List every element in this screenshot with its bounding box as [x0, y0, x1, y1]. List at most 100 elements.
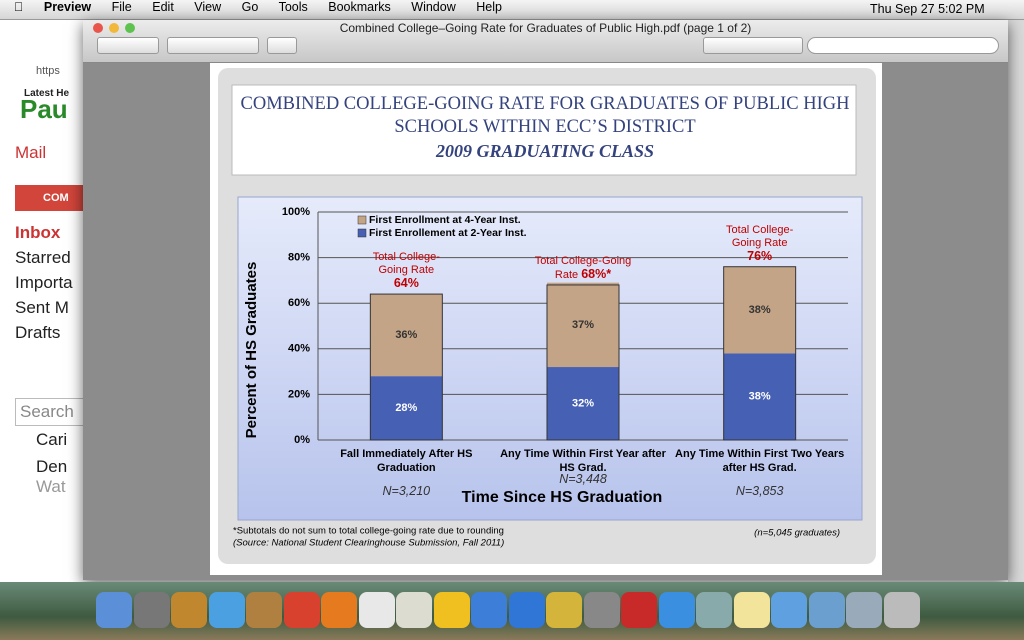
- dock-icon: [658, 592, 695, 628]
- dock-icon: [283, 592, 320, 628]
- menu-item[interactable]: Go: [228, 0, 259, 14]
- title-box: [231, 84, 857, 176]
- dock-icon: [96, 592, 132, 628]
- footnote: *Subtotals do not sum to total college-g…: [233, 526, 504, 537]
- browser: https Latest He Pau Mail COM Inbox Starr…: [0, 20, 95, 582]
- apple-menu[interactable]: : [14, 0, 23, 14]
- tool-controls[interactable]: [167, 37, 259, 54]
- y-tick-label: 0%: [294, 434, 310, 446]
- x-axis-title: Time Since HS Graduation: [462, 489, 663, 506]
- zoom-button[interactable]: [125, 23, 135, 33]
- menu-item[interactable]: Tools: [265, 0, 308, 14]
- folder[interactable]: Starred: [15, 248, 71, 267]
- value-label: 38%: [749, 304, 771, 316]
- search-field[interactable]: [807, 37, 999, 54]
- y-tick-label: 40%: [288, 343, 310, 355]
- folder[interactable]: Importa: [15, 273, 73, 292]
- folder[interactable]: Drafts: [15, 323, 61, 342]
- legend-entry: First Enrollement at 2-Year Inst.: [369, 227, 527, 239]
- dock-icon: [846, 592, 882, 628]
- menu-item[interactable]: View: [181, 0, 221, 14]
- dock-icon: [471, 592, 507, 628]
- dock-icon: [321, 592, 357, 628]
- total-outline: [369, 293, 443, 441]
- total-label: 68%*: [581, 266, 612, 281]
- legend-swatch: [357, 228, 367, 238]
- scrollbar: [1008, 20, 1024, 582]
- total-annotation: Total College-Going Rate 64%: [366, 251, 446, 291]
- contact[interactable]: Wat: [36, 477, 66, 496]
- folder[interactable]: Inbox: [15, 223, 61, 242]
- y-tick-label: 80%: [288, 252, 310, 264]
- contact[interactable]: Den: [36, 457, 68, 476]
- legend-entry: First Enrollment at 4-Year Inst.: [369, 214, 521, 226]
- mail-menu[interactable]: Mail: [15, 143, 47, 162]
- address: https: [36, 65, 60, 77]
- sample-size: N=3,210: [382, 484, 431, 498]
- bar-segment: [370, 294, 443, 377]
- chart-title: COMBINED COLLEGE-GOING RATE FOR GRADUATE…: [240, 94, 850, 137]
- dock-icon: [621, 592, 657, 628]
- zoom-controls[interactable]: [97, 37, 159, 54]
- total-caption: Total College-Going Rate: [534, 254, 632, 281]
- toolbar: Combined College–Going Rate for Graduate…: [83, 20, 1008, 63]
- dock-icon: [358, 592, 395, 628]
- dock-icon: [133, 592, 170, 628]
- dock-icon: [546, 592, 582, 628]
- total-outline: [546, 284, 620, 441]
- app-menu[interactable]: Preview: [31, 0, 91, 14]
- menu-item[interactable]: Window: [398, 0, 455, 14]
- x-tick-label: Any Time Within First Year after HS Grad…: [500, 448, 666, 474]
- value-label: 28%: [395, 402, 417, 414]
- value-label: 37%: [572, 319, 594, 331]
- menu-item[interactable]: Help: [463, 0, 502, 14]
- dock-icon: [246, 592, 282, 628]
- x-tick-label: Any Time Within First Two Years after HS…: [675, 448, 845, 474]
- footnote: (Source: National Student Clearinghouse …: [233, 538, 504, 549]
- y-tick-label: 60%: [288, 297, 310, 309]
- folder[interactable]: Sent M: [15, 298, 69, 317]
- menu-bar:  Preview File Edit View Go Tools Bookma…: [0, 0, 1024, 20]
- total-caption: Total College-Going Rate: [372, 251, 440, 277]
- sample-size: N=3,448: [559, 472, 607, 486]
- total-annotation: Total College-Going Rate 76%: [720, 224, 800, 264]
- value-label: 32%: [572, 397, 594, 409]
- dock-icon: [171, 592, 207, 628]
- bar-segment: [370, 376, 443, 440]
- total-outline: [723, 266, 797, 441]
- dock-icon: [508, 592, 545, 628]
- menu-item[interactable]: Edit: [139, 0, 174, 14]
- dock-icon: [208, 592, 245, 628]
- dock-icon: [696, 592, 732, 628]
- minimize-button[interactable]: [109, 23, 119, 33]
- view-controls[interactable]: [703, 37, 803, 54]
- clock[interactable]: Thu Sep 27 5:02 PM: [870, 2, 985, 16]
- sample-size: N=3,853: [735, 484, 784, 498]
- value-label: 38%: [749, 391, 771, 403]
- bar-segment: [723, 353, 796, 440]
- dock-icon: [396, 592, 432, 628]
- annotate-button[interactable]: [267, 37, 297, 54]
- bar-segment: [723, 266, 796, 354]
- dock-icon: [883, 592, 920, 628]
- contact[interactable]: Cari: [36, 430, 68, 449]
- bookmark[interactable]: Latest He: [24, 88, 70, 99]
- total-n: (n=5,045 graduates): [754, 528, 840, 539]
- logo: Pau: [20, 94, 68, 124]
- menu-item[interactable]: Bookmarks: [315, 0, 391, 14]
- dock-icon: [771, 592, 807, 628]
- y-tick-label: 100%: [282, 206, 310, 218]
- compose-button[interactable]: COM: [15, 185, 95, 211]
- total-label: 76%: [747, 248, 773, 263]
- menu-item[interactable]: File: [98, 0, 132, 14]
- bar-segment: [547, 367, 619, 440]
- dock-icon: [733, 592, 770, 628]
- close-button[interactable]: [93, 23, 103, 33]
- y-axis-title: Percent of HS Graduates: [243, 262, 260, 439]
- window-title: Combined College–Going Rate for Graduate…: [339, 21, 752, 35]
- total-caption: Total College-Going Rate: [726, 223, 794, 249]
- chart-subtitle: 2009 GRADUATING CLASS: [435, 141, 654, 161]
